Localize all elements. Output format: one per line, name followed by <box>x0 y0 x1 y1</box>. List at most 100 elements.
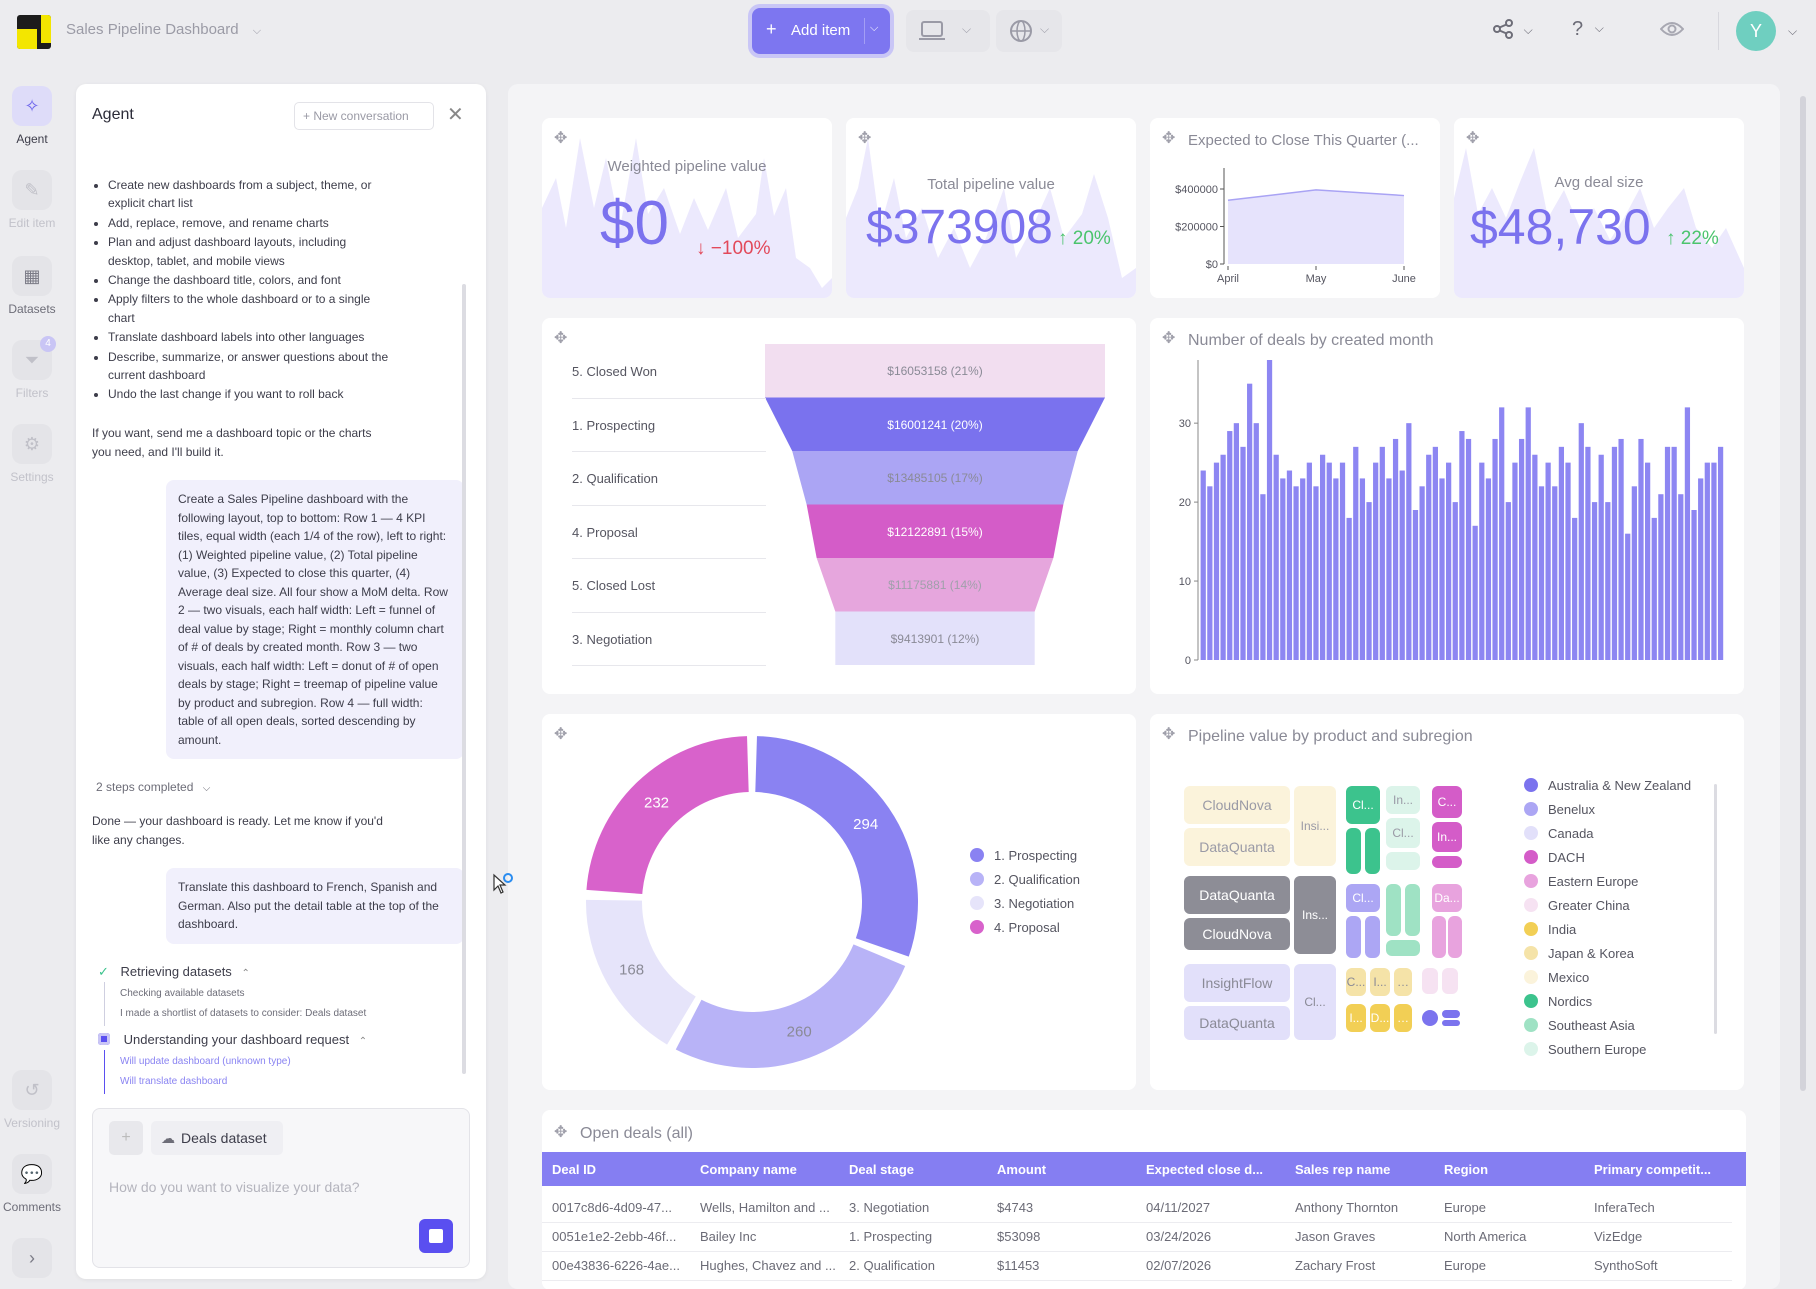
legend-item[interactable]: 4. Proposal <box>970 920 1080 944</box>
stop-button[interactable] <box>419 1219 453 1253</box>
column-header[interactable]: Primary competit... <box>1594 1162 1712 1177</box>
legend-item[interactable]: 1. Prospecting <box>970 848 1080 872</box>
language-selector[interactable]: ⌵ <box>996 10 1062 52</box>
treemap-tile[interactable] <box>1422 968 1438 994</box>
treemap-tile[interactable]: DataQuanta <box>1184 1006 1290 1040</box>
treemap-tile[interactable]: In... <box>1386 786 1420 814</box>
rail-expand-button[interactable]: › <box>0 1238 64 1284</box>
treemap-tile[interactable] <box>1448 916 1462 958</box>
kpi-avg-deal-size[interactable]: ✥ Avg deal size $48,730 ↑ 22% <box>1454 118 1744 298</box>
help-button[interactable]: ? ⌵ <box>1572 18 1604 41</box>
move-handle-icon[interactable]: ✥ <box>554 330 568 347</box>
device-view-selector[interactable]: ⌵ <box>906 10 990 52</box>
move-handle-icon[interactable]: ✥ <box>858 130 872 147</box>
move-handle-icon[interactable]: ✥ <box>1162 130 1176 147</box>
treemap-tile[interactable]: CloudNova <box>1184 918 1290 950</box>
move-handle-icon[interactable]: ✥ <box>554 726 568 743</box>
treemap-tile[interactable] <box>1386 852 1420 870</box>
step-retrieving-datasets[interactable]: ✓ Retrieving datasets ⌃ <box>98 964 250 980</box>
treemap-tile[interactable]: DataQuanta <box>1184 876 1290 914</box>
treemap-tile[interactable]: I... <box>1370 968 1390 996</box>
rail-agent[interactable]: ✧ Agent <box>0 86 64 146</box>
kpi-total-pipeline[interactable]: ✥ Total pipeline value $373908 ↑ 20% <box>846 118 1136 298</box>
rail-settings[interactable]: ⚙ Settings <box>0 424 64 484</box>
legend-item[interactable]: 2. Qualification <box>970 872 1080 896</box>
treemap-tile[interactable]: C... <box>1432 786 1462 818</box>
rail-datasets[interactable]: ▦ Datasets <box>0 256 64 316</box>
legend-item[interactable]: 3. Negotiation <box>970 896 1080 920</box>
treemap-tile[interactable]: Cl... <box>1346 786 1380 824</box>
treemap-tile[interactable] <box>1442 1020 1460 1026</box>
column-header[interactable]: Region <box>1444 1162 1489 1177</box>
legend-item[interactable]: Southern Europe <box>1524 1042 1691 1066</box>
move-handle-icon[interactable]: ✥ <box>1162 330 1176 347</box>
legend-item[interactable]: Greater China <box>1524 898 1691 922</box>
column-header[interactable]: Amount <box>997 1162 1047 1177</box>
new-conversation-button[interactable]: + New conversation <box>294 102 434 130</box>
treemap-tile[interactable] <box>1365 828 1380 874</box>
user-avatar[interactable]: Y <box>1736 11 1776 51</box>
move-handle-icon[interactable]: ✥ <box>1162 726 1176 743</box>
column-header[interactable]: Company name <box>700 1162 797 1177</box>
column-header[interactable]: Sales rep name <box>1295 1162 1391 1177</box>
treemap-tile[interactable] <box>1442 1010 1460 1018</box>
chevron-down-icon[interactable]: ⌵ <box>870 22 879 34</box>
treemap-tile[interactable]: I... <box>1346 1004 1366 1032</box>
legend-scrollbar[interactable] <box>1714 784 1717 1034</box>
treemap-tile[interactable] <box>1442 968 1458 994</box>
treemap-card[interactable]: ✥ Pipeline value by product and subregio… <box>1150 714 1744 1090</box>
donut-card[interactable]: ✥ 294 260 168 232 1. Prospecting 2. Qualifi… <box>542 714 1136 1090</box>
legend-item[interactable]: India <box>1524 922 1691 946</box>
add-item-button[interactable]: + Add item ⌵ <box>752 8 890 54</box>
legend-item[interactable]: Canada <box>1524 826 1691 850</box>
legend-item[interactable]: Southeast Asia <box>1524 1018 1691 1042</box>
column-header[interactable]: Deal ID <box>552 1162 597 1177</box>
app-logo[interactable] <box>17 15 51 49</box>
treemap-tile[interactable]: In... <box>1432 822 1462 852</box>
share-button[interactable]: ⌵ <box>1492 18 1533 46</box>
move-handle-icon[interactable]: ✥ <box>554 1124 568 1141</box>
kpi-weighted-pipeline[interactable]: ✥ Weighted pipeline value $0 ↓ −100% <box>542 118 832 298</box>
treemap-tile[interactable] <box>1365 916 1380 958</box>
legend-item[interactable]: DACH <box>1524 850 1691 874</box>
move-handle-icon[interactable]: ✥ <box>1466 130 1480 147</box>
add-attachment-button[interactable]: + <box>109 1121 143 1155</box>
chevron-down-icon[interactable]: ⌵ <box>1788 24 1798 38</box>
treemap-tile[interactable]: DataQuanta <box>1184 828 1290 866</box>
treemap-tile[interactable]: InsightFlow <box>1184 964 1290 1002</box>
treemap-tile[interactable] <box>1432 916 1446 958</box>
treemap-tile[interactable]: Cl... <box>1294 964 1336 1040</box>
treemap-tile[interactable]: Da... <box>1432 884 1462 912</box>
treemap-tile[interactable] <box>1405 884 1420 936</box>
legend-item[interactable]: Nordics <box>1524 994 1691 1018</box>
kpi-expected-close[interactable]: ✥ Expected to Close This Quarter (... $0… <box>1150 118 1440 298</box>
treemap-tile[interactable]: Insi... <box>1294 786 1336 866</box>
treemap-tile[interactable] <box>1422 1010 1438 1026</box>
legend-item[interactable]: Benelux <box>1524 802 1691 826</box>
rail-edit-item[interactable]: ✎ Edit item <box>0 170 64 230</box>
step-understanding-request[interactable]: Understanding your dashboard request ⌃ <box>98 1032 367 1047</box>
treemap-tile[interactable]: D... <box>1370 1004 1390 1032</box>
treemap-tile[interactable]: CloudNova <box>1184 786 1290 824</box>
funnel-card[interactable]: ✥ 5. Closed Won $16053158 (21%) 1. Prospec… <box>542 318 1136 694</box>
treemap-tile[interactable] <box>1346 828 1361 874</box>
rail-comments[interactable]: 💬 Comments <box>0 1154 64 1214</box>
treemap-tile[interactable] <box>1346 916 1361 958</box>
dashboard-title-dropdown[interactable]: Sales Pipeline Dashboard ⌵ <box>66 21 261 38</box>
agent-prompt-input[interactable]: How do you want to visualize your data? <box>109 1179 360 1195</box>
legend-item[interactable]: Eastern Europe <box>1524 874 1691 898</box>
dataset-chip[interactable]: ☁ Deals dataset <box>151 1121 283 1155</box>
rail-versioning[interactable]: ↺ Versioning <box>0 1070 64 1130</box>
open-deals-table-card[interactable]: ✥ Open deals (all) Deal ID Company name … <box>542 1110 1746 1289</box>
treemap-tile[interactable]: C... <box>1346 968 1366 996</box>
column-header[interactable]: Deal stage <box>849 1162 915 1177</box>
preview-button[interactable] <box>1659 20 1685 44</box>
column-header[interactable]: Expected close d... <box>1146 1162 1264 1177</box>
treemap-tile[interactable] <box>1386 884 1401 936</box>
rail-filters[interactable]: ⏷ 4 Filters <box>0 336 64 400</box>
close-icon[interactable]: ✕ <box>447 104 464 126</box>
legend-item[interactable]: Japan & Korea <box>1524 946 1691 970</box>
legend-item[interactable]: Mexico <box>1524 970 1691 994</box>
steps-completed-toggle[interactable]: 2 steps completed ⌵ <box>96 780 210 794</box>
move-handle-icon[interactable]: ✥ <box>554 130 568 147</box>
